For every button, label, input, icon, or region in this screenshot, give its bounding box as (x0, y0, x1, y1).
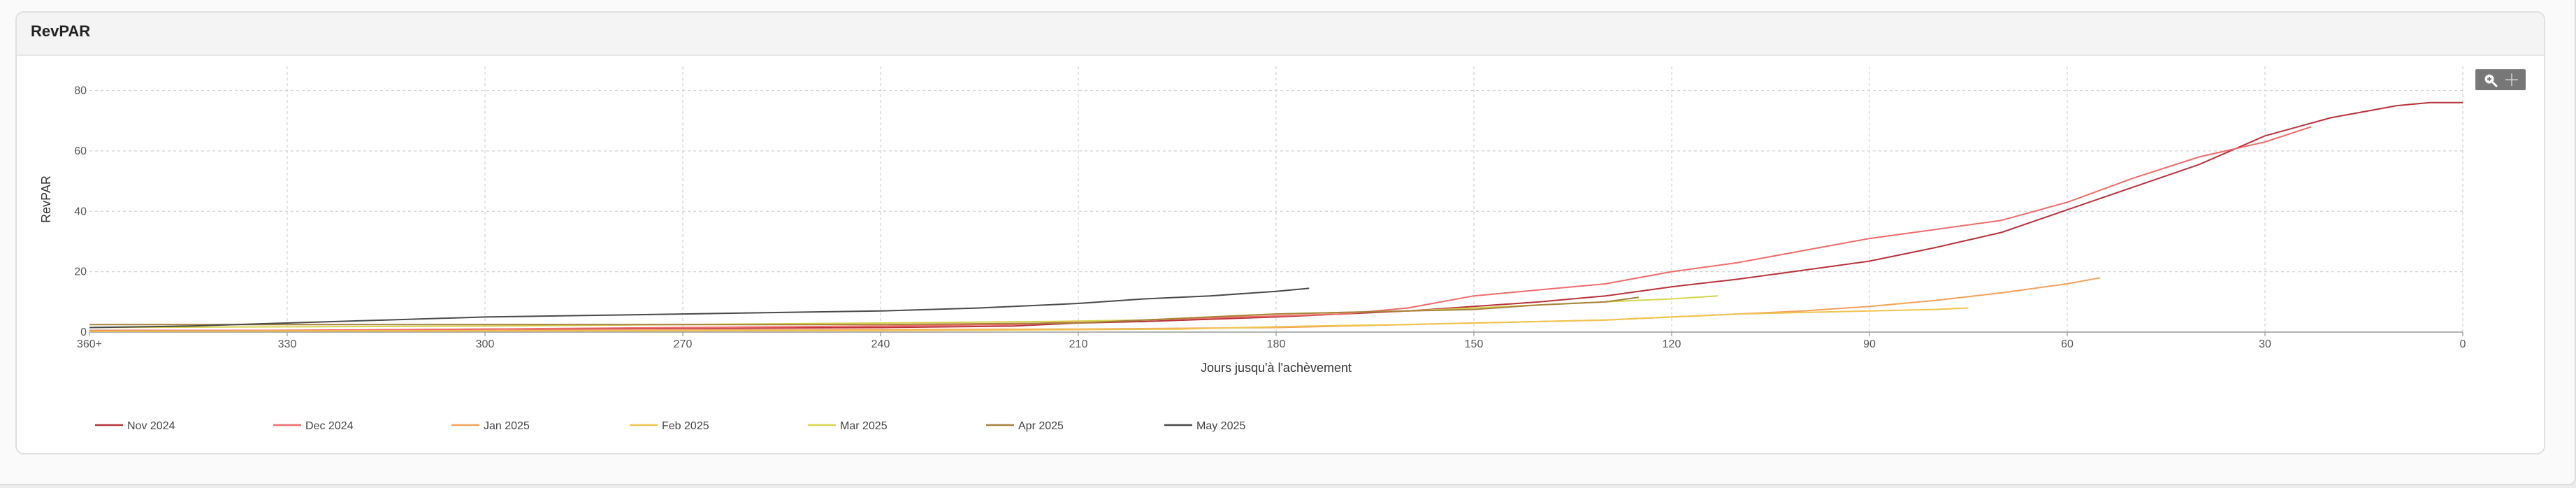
x-tick-label: 300 (476, 338, 495, 350)
x-tick-label: 240 (871, 338, 890, 350)
x-tick-label: 120 (1663, 338, 1681, 350)
x-tick-label: 150 (1465, 338, 1484, 350)
chart-series (89, 101, 2463, 332)
y-axis-title: RevPAR (39, 175, 53, 223)
x-tick-label: 210 (1069, 338, 1088, 350)
legend-label: Jan 2025 (484, 420, 530, 432)
card-title: RevPAR (31, 22, 91, 40)
zoom-in-icon[interactable] (2482, 72, 2499, 87)
chart-toolbar (2475, 69, 2526, 90)
y-tick-label: 40 (74, 206, 87, 217)
legend-label: Apr 2025 (1018, 420, 1064, 432)
legend-label: Feb 2025 (662, 420, 709, 432)
chart-grid (89, 66, 2463, 332)
card-header: RevPAR (17, 13, 2544, 56)
x-tick-label: 180 (1267, 338, 1286, 350)
legend-label: Dec 2024 (305, 420, 354, 432)
x-tick-label: 60 (2061, 338, 2074, 350)
y-tick-label: 20 (74, 266, 87, 278)
series-line-feb-2025 (89, 307, 1969, 332)
pan-icon[interactable] (2503, 72, 2520, 87)
legend-label: Nov 2024 (127, 420, 175, 432)
series-line-apr-2025 (89, 296, 1639, 326)
series-line-may-2025 (89, 287, 1310, 329)
x-tick-label: 30 (2259, 338, 2271, 350)
x-tick-label: 360+ (77, 338, 102, 350)
x-axis-title: Jours jusqu'à l'achèvement (1201, 361, 1352, 375)
revpar-card: RevPAR (15, 11, 2545, 454)
legend-label: Mar 2025 (840, 420, 888, 432)
x-tick-label: 330 (278, 338, 297, 350)
x-tick-label: 90 (1863, 338, 1876, 350)
y-tick-label: 0 (80, 326, 87, 338)
legend-label: May 2025 (1196, 420, 1245, 432)
series-line-nov-2024 (89, 101, 2463, 331)
chart-legend: Nov 2024 Dec 2024 Jan 2025 Feb 2025 Mar 2025… (95, 420, 1245, 432)
chart-axes (89, 331, 2463, 336)
y-tick-label: 60 (74, 145, 87, 157)
x-tick-label: 270 (674, 338, 693, 350)
x-tick-label: 0 (2460, 338, 2466, 350)
chart-labels: 360+ 330 300 270 240 210 180 150 120 90 60 30 002040… (39, 85, 2466, 375)
series-line-dec-2024 (89, 126, 2312, 331)
y-tick-label: 80 (74, 85, 87, 97)
